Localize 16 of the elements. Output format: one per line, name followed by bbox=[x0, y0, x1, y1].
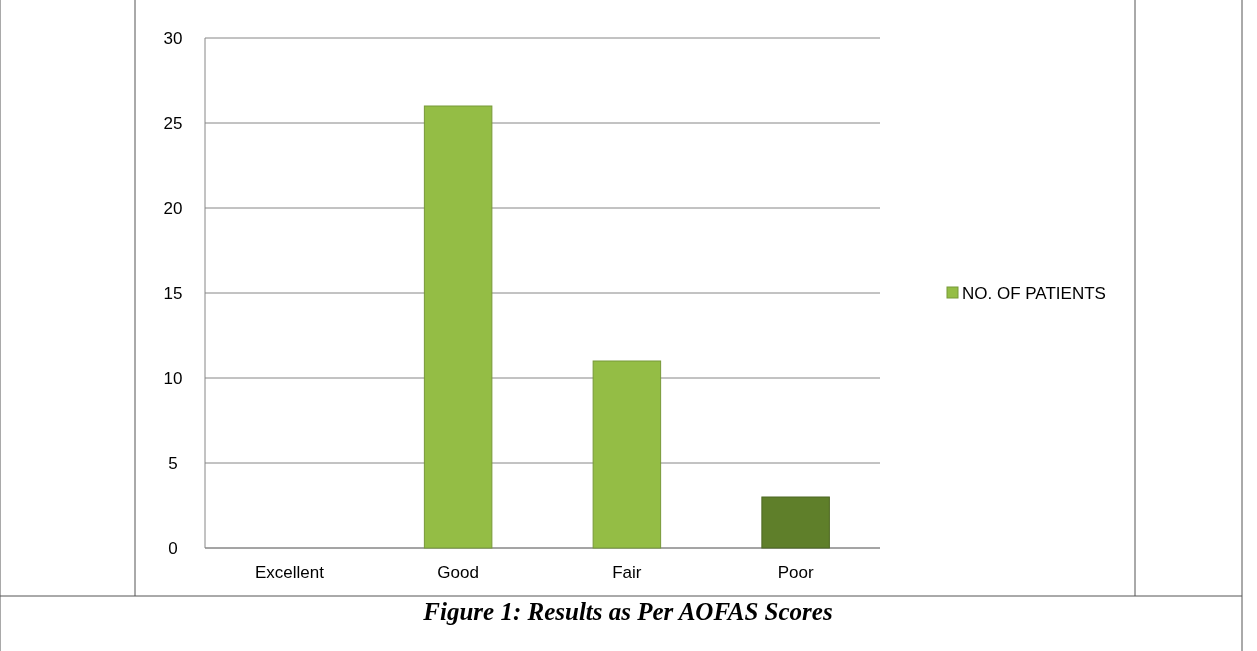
y-tick-label: 15 bbox=[163, 283, 183, 303]
x-tick-label: Good bbox=[437, 563, 479, 582]
y-tick-label: 5 bbox=[168, 453, 178, 473]
caption: Figure 1: Results as Per AOFAS Scores bbox=[422, 598, 833, 625]
y-tick-label: 20 bbox=[163, 198, 183, 218]
x-tick-label: Fair bbox=[612, 563, 642, 582]
y-tick-label: 0 bbox=[168, 538, 178, 558]
y-tick-label: 10 bbox=[163, 368, 183, 388]
y-tick-label: 25 bbox=[163, 113, 183, 133]
x-tick-label: Poor bbox=[777, 563, 814, 582]
bar bbox=[423, 105, 493, 549]
x-tick-label: Excellent bbox=[254, 563, 325, 582]
bar bbox=[761, 496, 830, 549]
y-tick-label: 30 bbox=[163, 28, 183, 48]
bar bbox=[592, 360, 662, 549]
legend-label: NO. OF PATIENTS bbox=[962, 283, 1106, 303]
